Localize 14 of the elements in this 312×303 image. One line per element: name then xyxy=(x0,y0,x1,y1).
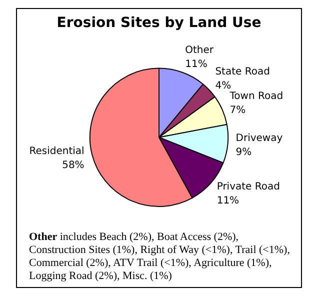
chart-title: Erosion Sites by Land Use xyxy=(56,15,262,32)
slice-label: Residential xyxy=(29,146,84,158)
data-label: 4% xyxy=(215,80,232,92)
slice-label: Driveway xyxy=(236,133,283,144)
slice-label: Other xyxy=(185,44,214,56)
text: Other includes Beach (2%), Boat Access (2%), Construction Sites (1%), Right of Way (<1%), Trail (<1%), Commercial (2%), ATV Trail (<1%), Agriculture (1%), Logging Road (2%), Misc. (1%) xyxy=(28,230,291,284)
data-label: 11% xyxy=(185,58,208,70)
data-label: 11% xyxy=(216,195,240,206)
data-label: 7% xyxy=(230,105,246,116)
slice-label: State Road xyxy=(215,66,270,78)
data-label: 9% xyxy=(236,147,252,158)
data-label: 58% xyxy=(62,160,84,172)
slice-label: Private Road xyxy=(216,181,280,192)
slice-label: Town Road xyxy=(228,91,284,102)
